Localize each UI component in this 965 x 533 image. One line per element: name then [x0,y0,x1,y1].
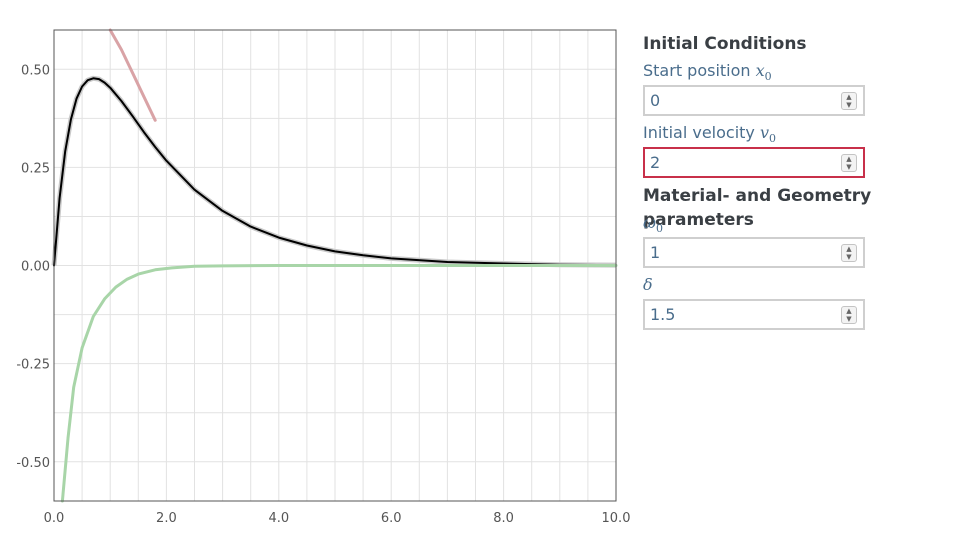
initial-velocity-input[interactable]: 2 ▲ ▼ [643,147,865,178]
y-axis-ticks: 0.50 0.25 0.00 -0.25 -0.50 [16,63,50,471]
plot-frame [53,29,617,502]
y-tick-label: 0.00 [21,260,50,275]
delta-value: 1.5 [650,305,676,324]
start-position-input[interactable]: 0 ▲ ▼ [643,85,865,116]
omega-input[interactable]: 1 ▲ ▼ [643,237,865,268]
x0-symbol: x0 [755,61,772,84]
omega-value: 1 [650,243,661,262]
parameter-panel: Initial Conditions Start position x0 0 ▲… [643,32,963,336]
x-tick-label: 0.0 [44,511,65,526]
initial-velocity-value: 2 [650,153,661,172]
x-tick-label: 8.0 [493,511,514,526]
y-tick-label: 0.50 [21,63,50,78]
delta-input[interactable]: 1.5 ▲ ▼ [643,299,865,330]
start-position-spinner-icon[interactable]: ▲ ▼ [841,92,857,110]
y-tick-label: -0.50 [16,456,50,471]
omega0-symbol: ω0 [643,213,664,236]
x-tick-label: 2.0 [156,511,177,526]
delta-symbol: δ [643,275,653,294]
omega-spinner-icon[interactable]: ▲ ▼ [841,244,857,262]
delta-spinner-icon[interactable]: ▲ ▼ [841,306,857,324]
series-line-1 [53,77,617,267]
x-tick-label: 6.0 [381,511,402,526]
x-axis-ticks: 0.0 2.0 4.0 6.0 8.0 10.0 [44,511,631,526]
initial-velocity-spinner-icon[interactable]: ▲ ▼ [841,154,857,172]
initial-conditions-heading: Initial Conditions [643,34,807,54]
initial-velocity-label: Initial velocity v0 [643,123,777,146]
series-line-2 [108,28,157,122]
series-group [51,28,618,503]
delta-label: δ [643,274,963,296]
start-position-label: Start position x0 [643,61,772,84]
omega-label: ω0 [643,212,963,236]
x-tick-label: 10.0 [602,511,631,526]
y-tick-label: 0.25 [21,161,50,176]
time-evolution-chart: 0.0 2.0 4.0 6.0 8.0 10.0 0.50 0.25 0.00 -0.25 -0.… [16,28,631,526]
material-geometry-heading: Material- and Geometry parameters [643,186,872,230]
start-position-value: 0 [650,91,661,110]
x-tick-label: 4.0 [268,511,289,526]
series-line-3 [60,264,618,503]
y-tick-label: -0.25 [16,358,50,373]
v0-symbol: v0 [759,123,777,146]
